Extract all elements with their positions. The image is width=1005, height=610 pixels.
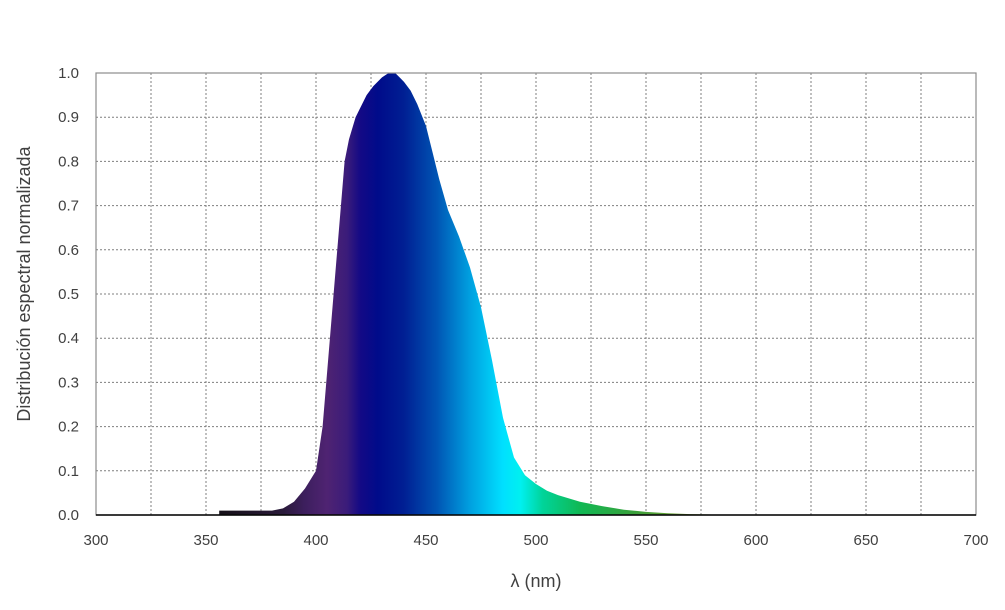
x-tick-label: 300 [83, 532, 108, 549]
y-tick-label: 0.6 [58, 242, 79, 259]
x-tick-label: 400 [303, 532, 328, 549]
x-tick-label: 500 [523, 532, 548, 549]
y-tick-label: 0.4 [58, 330, 79, 347]
x-tick-label: 550 [633, 532, 658, 549]
x-tick-label: 650 [853, 532, 878, 549]
y-axis-title: Distribución espectral normalizada [14, 145, 34, 421]
y-tick-label: 0.0 [58, 507, 79, 524]
y-tick-label: 0.5 [58, 286, 79, 303]
y-tick-label: 0.1 [58, 463, 79, 480]
y-tick-label: 1.0 [58, 65, 79, 82]
x-tick-label: 350 [193, 532, 218, 549]
x-tick-label: 450 [413, 532, 438, 549]
y-tick-label: 0.8 [58, 153, 79, 170]
y-tick-label: 0.2 [58, 419, 79, 436]
y-tick-label: 0.3 [58, 374, 79, 391]
y-tick-label: 0.9 [58, 109, 79, 126]
x-axis-title: λ (nm) [511, 571, 562, 591]
x-axis-tick-labels: 300 350 400 450 500 550 600 650 700 [83, 532, 988, 549]
y-axis-tick-labels: 0.0 0.1 0.2 0.3 0.4 0.5 0.6 0.7 0.8 0.9 1.0 [58, 65, 79, 524]
x-tick-label: 700 [963, 532, 988, 549]
grid-lines [95, 72, 977, 516]
y-tick-label: 0.7 [58, 198, 79, 215]
x-tick-label: 600 [743, 532, 768, 549]
spectrum-area [219, 73, 976, 515]
